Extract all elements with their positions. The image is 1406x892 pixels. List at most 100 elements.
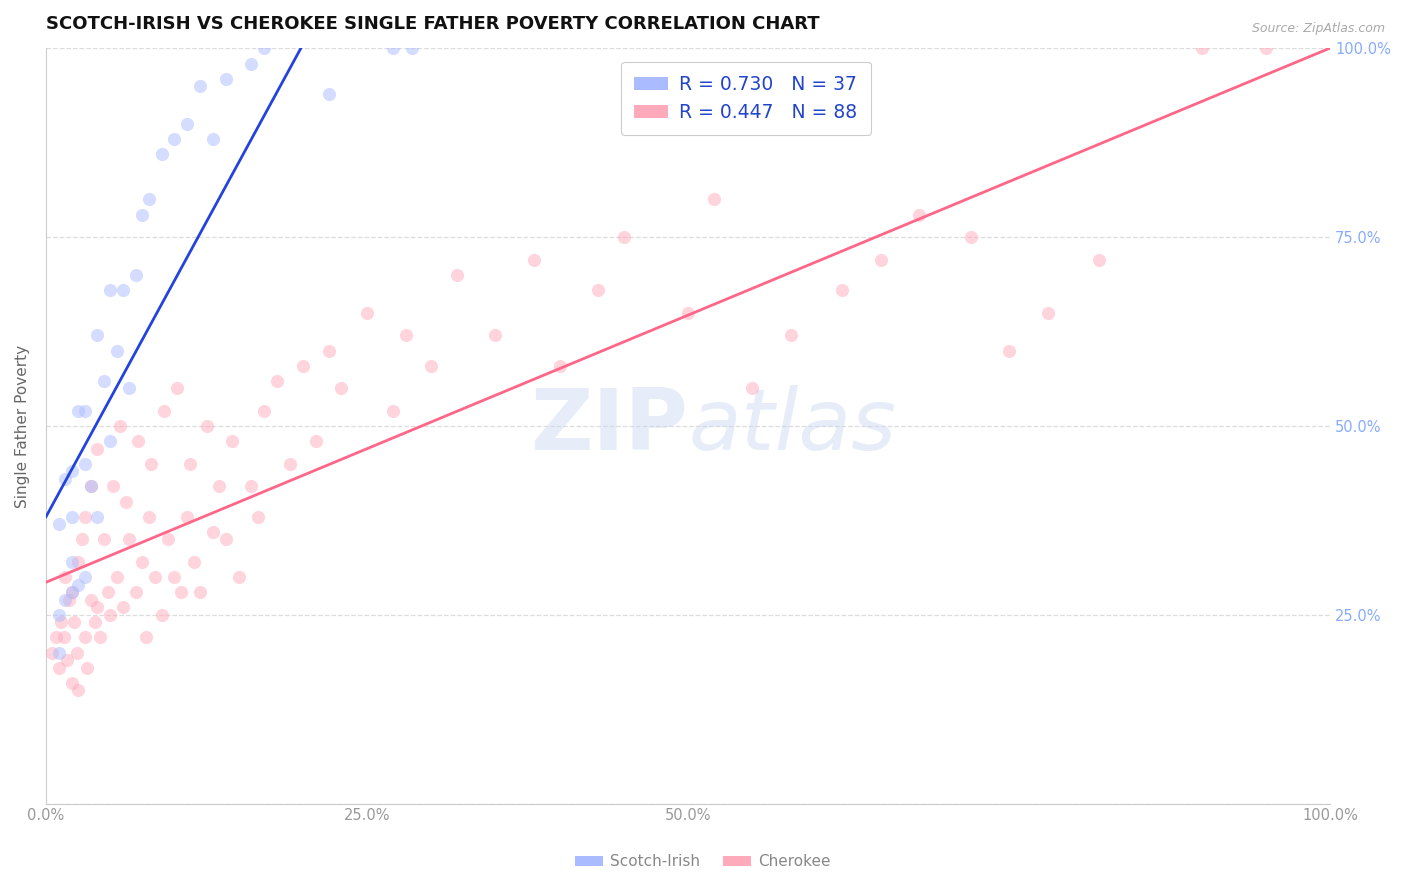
Point: [86, 600, 108, 615]
Point: [420, 359, 443, 373]
Point: [98, 283, 121, 297]
Point: [138, 509, 160, 524]
Point: [1191, 41, 1213, 55]
Point: [484, 328, 506, 343]
Point: [240, 479, 263, 493]
Point: [613, 230, 636, 244]
Point: [93, 374, 115, 388]
Point: [118, 533, 141, 547]
Point: [176, 509, 198, 524]
Point: [80, 479, 103, 493]
Point: [60, 585, 83, 599]
Point: [118, 381, 141, 395]
Point: [73, 570, 96, 584]
Point: [1036, 306, 1059, 320]
Point: [305, 434, 328, 449]
Point: [110, 419, 132, 434]
Point: [176, 117, 198, 131]
Point: [60, 555, 83, 569]
Point: [330, 381, 353, 395]
Point: [141, 457, 163, 471]
Text: SCOTCH-IRISH VS CHEROKEE SINGLE FATHER POVERTY CORRELATION CHART: SCOTCH-IRISH VS CHEROKEE SINGLE FATHER P…: [46, 15, 820, 33]
Text: ZIP: ZIP: [530, 384, 688, 467]
Text: atlas: atlas: [688, 384, 896, 467]
Point: [86, 328, 108, 343]
Point: [318, 87, 340, 101]
Point: [228, 570, 250, 584]
Point: [208, 479, 231, 493]
Point: [53, 592, 76, 607]
Point: [73, 631, 96, 645]
Point: [70, 533, 93, 547]
Point: [86, 442, 108, 456]
Point: [183, 555, 205, 569]
Point: [127, 434, 149, 449]
Point: [676, 306, 699, 320]
Point: [67, 555, 90, 569]
Point: [76, 661, 98, 675]
Point: [869, 252, 891, 267]
Point: [48, 646, 70, 660]
Point: [356, 306, 378, 320]
Point: [188, 79, 211, 94]
Point: [240, 56, 263, 70]
Point: [908, 208, 931, 222]
Point: [48, 607, 70, 622]
Point: [150, 147, 173, 161]
Point: [89, 631, 111, 645]
Point: [53, 472, 76, 486]
Point: [156, 533, 179, 547]
Point: [150, 607, 173, 622]
Point: [586, 283, 609, 297]
Point: [80, 592, 103, 607]
Point: [73, 404, 96, 418]
Point: [135, 631, 157, 645]
Point: [253, 404, 276, 418]
Point: [67, 577, 90, 591]
Point: [266, 374, 288, 388]
Point: [446, 268, 468, 282]
Point: [73, 457, 96, 471]
Point: [48, 517, 70, 532]
Point: [125, 585, 148, 599]
Point: [291, 359, 314, 373]
Point: [741, 381, 763, 395]
Point: [112, 283, 135, 297]
Point: [1088, 252, 1111, 267]
Point: [131, 555, 153, 569]
Point: [318, 343, 340, 358]
Point: [131, 208, 153, 222]
Point: [998, 343, 1021, 358]
Point: [52, 631, 75, 645]
Point: [548, 359, 571, 373]
Point: [114, 494, 136, 508]
Point: [86, 509, 108, 524]
Point: [246, 509, 269, 524]
Point: [60, 509, 83, 524]
Point: [166, 381, 188, 395]
Point: [48, 661, 70, 675]
Y-axis label: Single Father Poverty: Single Father Poverty: [15, 344, 30, 508]
Point: [63, 615, 86, 630]
Point: [80, 479, 103, 493]
Point: [201, 524, 224, 539]
Point: [60, 464, 83, 478]
Point: [401, 41, 423, 55]
Point: [51, 615, 73, 630]
Point: [45, 631, 67, 645]
Point: [97, 585, 120, 599]
Point: [112, 600, 135, 615]
Point: [253, 41, 276, 55]
Point: [60, 585, 83, 599]
Point: [83, 615, 105, 630]
Point: [101, 479, 124, 493]
Point: [215, 533, 238, 547]
Point: [170, 585, 193, 599]
Point: [381, 41, 404, 55]
Point: [523, 252, 546, 267]
Point: [105, 343, 128, 358]
Point: [163, 570, 186, 584]
Point: [67, 404, 90, 418]
Point: [138, 193, 160, 207]
Legend: R = 0.730   N = 37, R = 0.447   N = 88: R = 0.730 N = 37, R = 0.447 N = 88: [621, 62, 870, 136]
